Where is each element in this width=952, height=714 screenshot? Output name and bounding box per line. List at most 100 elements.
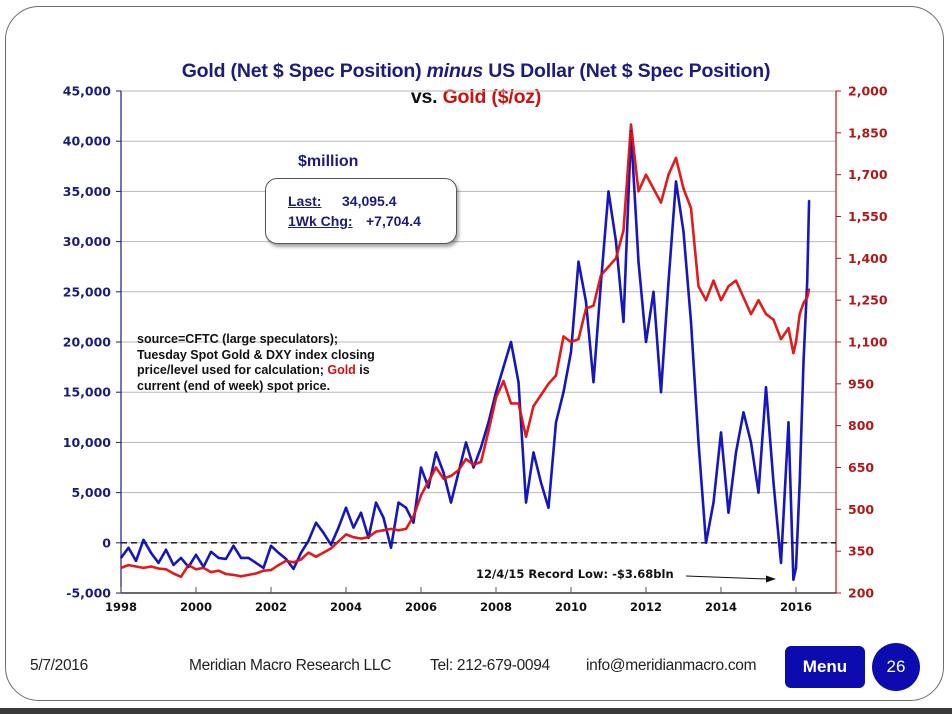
record-low-annotation: 12/4/15 Record Low: -$3.68bln bbox=[476, 567, 674, 581]
x-tick-label: 2012 bbox=[630, 600, 662, 614]
net-position-point bbox=[217, 557, 220, 559]
gold-price-point bbox=[322, 551, 325, 554]
net-position-point bbox=[607, 190, 610, 193]
gold-price-point bbox=[765, 313, 767, 315]
series-net-position-line bbox=[119, 129, 811, 581]
gold-price-point bbox=[457, 469, 460, 472]
gold-price-point bbox=[307, 551, 310, 554]
gold-price-point bbox=[262, 569, 265, 572]
gold-price-point bbox=[180, 576, 182, 578]
net-position-point bbox=[435, 451, 437, 454]
net-position-point bbox=[292, 568, 295, 570]
net-position-point bbox=[802, 361, 805, 363]
footer-phone: Tel: 212-679-0094 bbox=[430, 657, 550, 674]
gold-price-point bbox=[232, 574, 235, 576]
net-position-point bbox=[180, 557, 182, 559]
gold-price-point bbox=[435, 466, 437, 469]
gold-price-point bbox=[705, 299, 707, 301]
footer-email[interactable]: info@meridianmacro.com bbox=[586, 657, 757, 674]
net-position-point bbox=[270, 545, 272, 547]
gold-price-point bbox=[195, 568, 197, 571]
gold-price-point bbox=[412, 515, 415, 518]
net-position-point bbox=[375, 501, 377, 504]
net-position-point bbox=[562, 391, 565, 394]
left-tick-label: 35,000 bbox=[63, 184, 112, 199]
net-position-point bbox=[540, 481, 542, 484]
net-position-point bbox=[690, 321, 692, 323]
net-position-point bbox=[427, 486, 430, 489]
footer-company: Meridian Macro Research LLC bbox=[189, 657, 392, 674]
x-tick-label: 2008 bbox=[480, 600, 512, 614]
source-line-3: price/level used for calculation; Gold i… bbox=[137, 363, 375, 379]
gold-price-point bbox=[720, 299, 722, 301]
net-position-point bbox=[262, 567, 265, 569]
net-position-point bbox=[742, 411, 745, 414]
net-position-point bbox=[480, 446, 482, 449]
net-position-point bbox=[720, 431, 722, 434]
net-position-point bbox=[255, 562, 257, 564]
net-position-point bbox=[652, 291, 655, 293]
gold-price-point bbox=[217, 569, 220, 572]
window-bottom-edge bbox=[0, 708, 952, 714]
gold-price-point bbox=[806, 296, 809, 299]
gold-price-point bbox=[465, 458, 467, 460]
left-tick-label: 5,000 bbox=[71, 485, 111, 500]
net-position-point bbox=[615, 240, 617, 243]
gold-price-point bbox=[750, 313, 752, 315]
gold-price-point bbox=[615, 257, 617, 260]
net-position-point bbox=[772, 481, 775, 484]
net-position-point bbox=[157, 562, 160, 564]
gold-price-point bbox=[157, 567, 160, 570]
net-position-point bbox=[697, 441, 700, 444]
x-tick-label: 2002 bbox=[255, 600, 287, 614]
gold-price-point bbox=[660, 201, 662, 204]
net-position-point bbox=[547, 506, 550, 509]
annotation-arrow-line bbox=[685, 575, 769, 580]
gold-price-point bbox=[292, 561, 295, 564]
weekly-change-value: +7,704.4 bbox=[366, 213, 421, 229]
footer-date: 5/7/2016 bbox=[30, 657, 88, 674]
net-position-point bbox=[352, 526, 355, 529]
net-position-point bbox=[457, 471, 460, 474]
gold-price-point bbox=[787, 327, 790, 329]
net-position-point bbox=[442, 471, 445, 474]
series-gold-price-line bbox=[120, 123, 811, 579]
weekly-change-label: 1Wk Chg: bbox=[288, 213, 353, 229]
gold-price-point bbox=[547, 383, 550, 385]
net-position-point bbox=[285, 558, 287, 560]
net-position-point bbox=[517, 381, 520, 383]
x-tick-label: 2014 bbox=[705, 600, 737, 614]
net-position-point bbox=[630, 130, 632, 132]
page-number-badge[interactable]: 26 bbox=[872, 643, 920, 691]
gold-price-point bbox=[240, 575, 242, 578]
net-position-point bbox=[495, 391, 497, 394]
gold-price-point bbox=[540, 394, 542, 396]
gold-price-point bbox=[352, 536, 355, 539]
gold-price-point bbox=[792, 352, 795, 354]
gold-price-point bbox=[757, 299, 760, 301]
net-position-point bbox=[172, 564, 175, 566]
gold-price-point bbox=[675, 157, 677, 159]
net-position-point bbox=[412, 521, 415, 524]
x-tick-label: 2006 bbox=[405, 600, 437, 614]
right-tick-label: 950 bbox=[848, 376, 874, 391]
right-tick-label: 500 bbox=[848, 502, 874, 517]
gold-price-point bbox=[397, 529, 400, 532]
left-tick-label: -5,000 bbox=[66, 586, 111, 601]
gold-price-point bbox=[600, 274, 602, 276]
net-position-point bbox=[570, 351, 572, 353]
menu-button[interactable]: Menu bbox=[785, 646, 865, 688]
title-part1: Gold (Net $ Spec Position) bbox=[181, 60, 427, 82]
gold-price-point bbox=[142, 567, 145, 569]
source-line-1: source=CFTC (large speculators); bbox=[137, 332, 339, 346]
source-line-2: Tuesday Spot Gold & DXY index closing bbox=[137, 347, 375, 362]
right-tick-label: 350 bbox=[848, 544, 874, 559]
right-tick-label: 1,400 bbox=[848, 251, 888, 266]
last-label: Last: bbox=[288, 193, 322, 209]
gold-price-point bbox=[525, 436, 527, 438]
net-position-point bbox=[337, 526, 340, 529]
gold-price-point bbox=[780, 338, 782, 341]
weekly-change-row: 1Wk Chg: +7,704.4 bbox=[288, 213, 421, 229]
source-gold-word: Gold bbox=[327, 363, 356, 377]
source-line-3a: price/level used for calculation; bbox=[137, 363, 328, 377]
